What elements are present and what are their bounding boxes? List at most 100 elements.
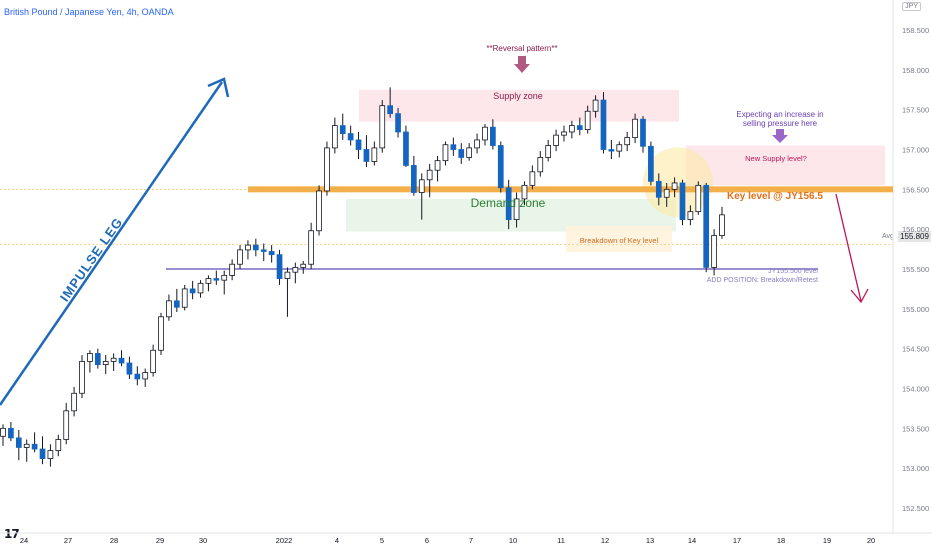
candle-body bbox=[158, 316, 164, 351]
candle-body bbox=[0, 427, 6, 437]
candle-body bbox=[624, 137, 631, 146]
candle-body bbox=[387, 105, 394, 115]
y-tick-label: 153.000 bbox=[902, 464, 929, 473]
candle-body bbox=[719, 214, 725, 236]
candle-body bbox=[142, 372, 149, 380]
candle-body bbox=[229, 263, 235, 276]
candle-body bbox=[268, 251, 275, 256]
supply-zone bbox=[359, 89, 679, 122]
y-tick-label: 152.500 bbox=[902, 504, 929, 513]
x-tick-label: 13 bbox=[646, 536, 654, 545]
candle-body bbox=[308, 230, 314, 265]
candle-body bbox=[110, 357, 117, 362]
candle-body bbox=[300, 263, 307, 268]
candle-body bbox=[434, 160, 441, 171]
supply-zone-label: Supply zone bbox=[493, 91, 543, 101]
candle-body bbox=[655, 180, 662, 198]
y-tick-label: 158.000 bbox=[902, 66, 929, 75]
candle-body bbox=[411, 165, 417, 193]
candle-body bbox=[126, 362, 133, 375]
candle-body bbox=[458, 149, 465, 158]
x-tick-label: 30 bbox=[199, 536, 207, 545]
impulse-arrow-head bbox=[207, 77, 230, 98]
candle-body bbox=[403, 131, 409, 166]
y-tick-label: 155.000 bbox=[902, 305, 929, 314]
candle-body bbox=[166, 300, 172, 318]
x-tick-label: 7 bbox=[469, 536, 473, 545]
candle-body bbox=[490, 126, 496, 146]
candle-body bbox=[418, 179, 425, 193]
add-position-label: ADD POSITION: Breakdown/Retest bbox=[707, 277, 818, 284]
impulse-label: IMPULSE LEG bbox=[57, 215, 126, 305]
candle-body bbox=[545, 145, 552, 158]
candle-body bbox=[529, 171, 536, 186]
candle-body bbox=[8, 427, 14, 439]
candle-body bbox=[687, 211, 694, 221]
candle-body bbox=[237, 249, 243, 265]
projection-arrow-head bbox=[850, 288, 869, 304]
candle-body bbox=[347, 133, 354, 141]
candle-body bbox=[134, 373, 141, 380]
x-tick-label: 11 bbox=[557, 536, 565, 545]
key-level-line bbox=[248, 186, 893, 193]
candle-body bbox=[260, 249, 267, 252]
candle-body bbox=[695, 184, 702, 213]
candle-body bbox=[648, 145, 654, 182]
candle-body bbox=[252, 244, 259, 251]
tradingview-logo: 17 bbox=[4, 527, 20, 541]
candle-body bbox=[569, 125, 575, 133]
candle-body bbox=[371, 147, 378, 162]
candle-body bbox=[87, 353, 93, 362]
candle-body bbox=[23, 443, 30, 448]
y-tick-label: 155.500 bbox=[902, 265, 929, 274]
candle-body bbox=[63, 410, 70, 440]
new-supply-zone bbox=[686, 145, 885, 186]
y-tick-label: 157.000 bbox=[902, 146, 929, 155]
y-tick-label: 156.500 bbox=[902, 185, 929, 194]
x-tick-label: 12 bbox=[601, 536, 609, 545]
candle-body bbox=[339, 125, 346, 134]
candle-body bbox=[276, 254, 283, 279]
new-supply-label: New Supply level? bbox=[745, 154, 807, 163]
candle-body bbox=[466, 147, 473, 158]
chart-title: British Pound / Japanese Yen, 4h, OANDA bbox=[4, 7, 174, 17]
candle-body bbox=[474, 139, 480, 149]
y-tick-label: 156.000 bbox=[902, 225, 929, 234]
x-tick-label: 20 bbox=[867, 536, 875, 545]
candle-body bbox=[102, 361, 109, 365]
candle-body bbox=[537, 157, 544, 173]
candle-body bbox=[482, 126, 488, 141]
x-tick-label: 17 bbox=[733, 536, 741, 545]
candle-body bbox=[15, 437, 22, 448]
candle-body bbox=[592, 99, 599, 112]
candle-body bbox=[379, 105, 386, 149]
candle-body bbox=[679, 182, 686, 221]
candle-body bbox=[94, 353, 101, 365]
breakdown-label-box bbox=[566, 226, 672, 252]
reversal-label: **Reversal pattern** bbox=[486, 44, 557, 53]
candle-body bbox=[632, 118, 638, 138]
breakdown-label: Breakdown of Key level bbox=[580, 236, 659, 245]
jy-level-label: JY155.500 level bbox=[768, 268, 818, 275]
candle-body bbox=[703, 184, 710, 268]
candle-body bbox=[561, 131, 567, 136]
candle-body bbox=[173, 300, 180, 308]
candle-body bbox=[513, 198, 520, 221]
candle-body bbox=[584, 110, 591, 130]
candle-body bbox=[521, 184, 528, 200]
avg-label: Avg bbox=[882, 233, 894, 240]
candle-body bbox=[71, 392, 77, 412]
candle-body bbox=[497, 145, 504, 189]
candle-body bbox=[711, 235, 717, 268]
candle-body bbox=[426, 169, 433, 181]
candle-body bbox=[363, 149, 370, 162]
candle-body bbox=[118, 357, 125, 364]
candle-body bbox=[284, 271, 291, 279]
current-price-tag: 155.809 bbox=[898, 231, 931, 242]
candle-body bbox=[189, 288, 196, 294]
candle-body bbox=[181, 288, 188, 308]
y-tick-label: 154.500 bbox=[902, 345, 929, 354]
candle-body bbox=[55, 439, 62, 452]
candle-body bbox=[324, 147, 330, 192]
